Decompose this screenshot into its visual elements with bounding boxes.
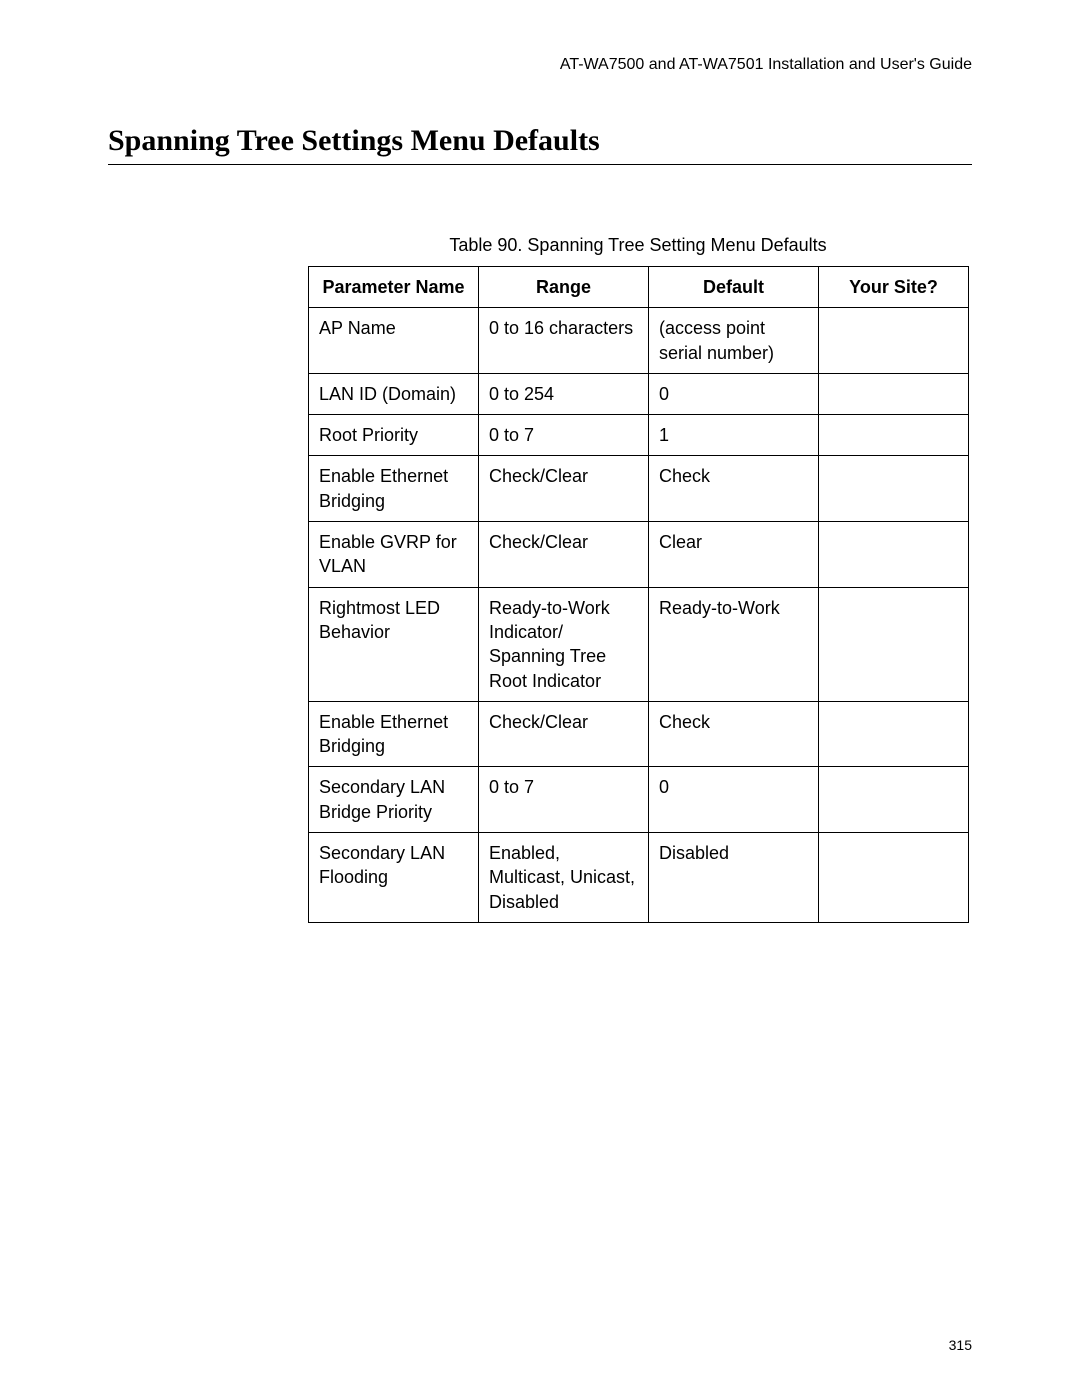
cell-range: Check/Clear [479, 456, 649, 522]
cell-range: 0 to 254 [479, 373, 649, 414]
table-row: AP Name0 to 16 characters(access point s… [309, 308, 969, 374]
cell-param: Secondary LAN Bridge Priority [309, 767, 479, 833]
cell-range: 0 to 16 characters [479, 308, 649, 374]
cell-default: 0 [649, 767, 819, 833]
cell-site [819, 833, 969, 923]
cell-range: Ready-to-Work Indicator/ Spanning Tree R… [479, 587, 649, 701]
document-page: AT-WA7500 and AT-WA7501 Installation and… [0, 0, 1080, 1397]
col-range: Range [479, 267, 649, 308]
cell-site [819, 767, 969, 833]
cell-default: 1 [649, 415, 819, 456]
page-title: Spanning Tree Settings Menu Defaults [108, 124, 972, 158]
table-row: Rightmost LED BehaviorReady-to-Work Indi… [309, 587, 969, 701]
cell-param: Enable Ethernet Bridging [309, 456, 479, 522]
cell-param: Rightmost LED Behavior [309, 587, 479, 701]
table-row: Root Priority0 to 71 [309, 415, 969, 456]
cell-param: AP Name [309, 308, 479, 374]
header-guide-text: AT-WA7500 and AT-WA7501 Installation and… [108, 56, 972, 74]
cell-param: Root Priority [309, 415, 479, 456]
table-header-row: Parameter Name Range Default Your Site? [309, 267, 969, 308]
cell-param: Secondary LAN Flooding [309, 833, 479, 923]
settings-table: Parameter Name Range Default Your Site? … [308, 266, 969, 923]
cell-site [819, 415, 969, 456]
table-row: Enable GVRP for VLANCheck/ClearClear [309, 522, 969, 588]
cell-range: Enabled, Multicast, Unicast, Disabled [479, 833, 649, 923]
cell-range: 0 to 7 [479, 415, 649, 456]
cell-default: (access point serial number) [649, 308, 819, 374]
cell-default: 0 [649, 373, 819, 414]
cell-site [819, 456, 969, 522]
table-row: Enable Ethernet BridgingCheck/ClearCheck [309, 456, 969, 522]
table-row: Enable Ethernet BridgingCheck/ClearCheck [309, 701, 969, 767]
cell-range: 0 to 7 [479, 767, 649, 833]
col-your-site: Your Site? [819, 267, 969, 308]
cell-site [819, 522, 969, 588]
cell-site [819, 701, 969, 767]
table-caption: Table 90. Spanning Tree Setting Menu Def… [308, 235, 968, 256]
col-default: Default [649, 267, 819, 308]
cell-site [819, 308, 969, 374]
cell-range: Check/Clear [479, 701, 649, 767]
cell-default: Disabled [649, 833, 819, 923]
cell-param: Enable Ethernet Bridging [309, 701, 479, 767]
cell-default: Check [649, 701, 819, 767]
cell-default: Ready-to-Work [649, 587, 819, 701]
page-number: 315 [949, 1337, 972, 1353]
table-row: LAN ID (Domain)0 to 2540 [309, 373, 969, 414]
title-divider [108, 164, 972, 165]
table-body: AP Name0 to 16 characters(access point s… [309, 308, 969, 923]
cell-param: Enable GVRP for VLAN [309, 522, 479, 588]
col-parameter-name: Parameter Name [309, 267, 479, 308]
table-row: Secondary LAN FloodingEnabled, Multicast… [309, 833, 969, 923]
cell-site [819, 587, 969, 701]
cell-default: Check [649, 456, 819, 522]
cell-range: Check/Clear [479, 522, 649, 588]
cell-param: LAN ID (Domain) [309, 373, 479, 414]
table-container: Table 90. Spanning Tree Setting Menu Def… [308, 235, 968, 923]
cell-site [819, 373, 969, 414]
cell-default: Clear [649, 522, 819, 588]
table-row: Secondary LAN Bridge Priority0 to 70 [309, 767, 969, 833]
